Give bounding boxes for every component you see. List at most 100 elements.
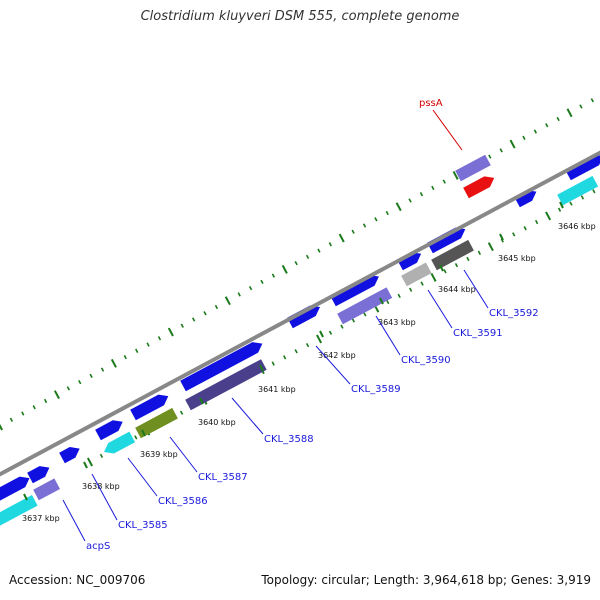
outer-minor-ticks <box>0 98 594 431</box>
outer-tick <box>123 354 127 360</box>
forward-cds-arrow <box>287 305 320 329</box>
genome-backbone-line <box>0 150 600 477</box>
outer-tick <box>214 304 219 310</box>
forward-cds-arrow <box>95 420 123 441</box>
outer-tick <box>248 286 253 291</box>
pssA-gene-arrow <box>463 176 495 199</box>
kbp-tick <box>439 264 444 272</box>
gene-label-ckl-3589: CKL_3589 <box>351 384 401 395</box>
reverse-cds-arrow <box>33 478 60 501</box>
inner-tick <box>557 207 562 212</box>
accession-text: Accession: NC_009706 <box>9 573 146 587</box>
outer-tick <box>21 411 25 416</box>
inner-tick <box>328 330 333 335</box>
inner-tick <box>134 435 138 440</box>
inner-tick <box>430 272 437 282</box>
outer-tick <box>32 405 36 410</box>
label-leader-line <box>463 269 489 309</box>
kbp-tick-label: 3644 kbp <box>438 285 476 294</box>
outer-tick <box>442 179 446 184</box>
outer-tick <box>89 373 93 379</box>
outer-tick <box>431 185 435 191</box>
outer-tick <box>385 210 389 216</box>
label-leader-lines <box>62 109 489 542</box>
outer-tick <box>395 202 402 212</box>
kbp-tick-label: 3645 kbp <box>498 254 536 263</box>
gene-label-ckl-3591: CKL_3591 <box>453 328 503 339</box>
inner-tick <box>487 242 494 252</box>
forward-cds-arrow <box>59 447 80 464</box>
kbp-tick <box>141 429 146 437</box>
outer-tick <box>271 273 276 278</box>
kbp-tick <box>83 461 88 469</box>
inner-tick <box>305 342 310 348</box>
reverse-cds-arrow <box>337 287 393 325</box>
gene-label-ckl-3592: CKL_3592 <box>489 308 539 319</box>
label-leader-line <box>127 457 158 497</box>
kbp-tick-label: 3643 kbp <box>378 318 416 327</box>
outer-tick <box>338 233 345 243</box>
outer-tick <box>579 104 583 109</box>
kbp-tick <box>559 201 564 209</box>
gene-labels: acpS CKL_3585 CKL_3586 CKL_3587 CKL_3588 CKL_… <box>86 98 539 552</box>
kbp-tick-label: 3637 kbp <box>22 514 60 523</box>
backbone <box>0 150 600 477</box>
outer-tick <box>362 223 367 228</box>
outer-tick <box>9 417 14 422</box>
label-leader-line <box>91 473 118 521</box>
outer-tick <box>545 123 549 128</box>
inner-tick <box>271 361 275 366</box>
inner-tick <box>316 334 323 344</box>
reverse-cds-arrow <box>0 494 38 526</box>
inner-tick <box>545 211 552 221</box>
reverse-cds-arrow <box>431 239 474 271</box>
outer-tick <box>110 358 117 368</box>
outer-tick <box>43 398 48 404</box>
inner-tick <box>580 195 585 200</box>
gene-label-ckl-3585: CKL_3585 <box>118 520 168 531</box>
kbp-tick <box>499 233 504 241</box>
outer-tick <box>237 292 241 297</box>
outer-tick <box>53 390 60 400</box>
outer-tick <box>167 327 174 337</box>
outer-tick <box>0 423 4 431</box>
inner-tick <box>592 189 596 194</box>
outer-tick <box>224 296 231 306</box>
label-leader-line <box>62 499 86 542</box>
reverse-cds-arrow <box>185 359 267 411</box>
outer-tick <box>408 198 412 203</box>
inner-tick <box>523 226 527 231</box>
outer-tick <box>294 260 298 266</box>
kbp-tick-label: 3639 kbp <box>140 450 178 459</box>
forward-cds-arrow <box>27 466 50 484</box>
forward-cds-arrow <box>130 394 169 421</box>
inner-tick <box>466 256 470 262</box>
outer-tick <box>374 217 378 222</box>
inner-tick <box>397 293 401 299</box>
outer-tick <box>509 139 516 149</box>
gene-label-pssa: pssA <box>419 98 443 109</box>
inner-tick <box>363 312 367 317</box>
outer-tick <box>66 386 70 391</box>
genome-summary-text: Topology: circular; Length: 3,964,618 bp… <box>261 573 591 587</box>
inner-tick <box>179 410 184 415</box>
inner-tick <box>99 453 104 458</box>
inner-tick <box>386 299 390 305</box>
inner-tick <box>534 219 539 225</box>
inner-tick <box>409 287 413 292</box>
kbp-tick <box>319 330 324 338</box>
kbp-tick-label: 3640 kbp <box>198 418 236 427</box>
outer-tick <box>135 348 139 353</box>
label-leader-line <box>169 436 198 473</box>
kbp-tick <box>259 364 264 372</box>
inner-tick <box>340 324 344 329</box>
outer-tick <box>317 248 321 253</box>
kbp-tick <box>199 397 204 405</box>
outer-tick <box>522 135 526 140</box>
inner-tick <box>454 262 459 268</box>
inner-tick <box>86 457 94 467</box>
gene-label-ckl-3587: CKL_3587 <box>198 472 248 483</box>
label-leader-line <box>375 315 401 356</box>
inner-tick <box>477 250 482 255</box>
